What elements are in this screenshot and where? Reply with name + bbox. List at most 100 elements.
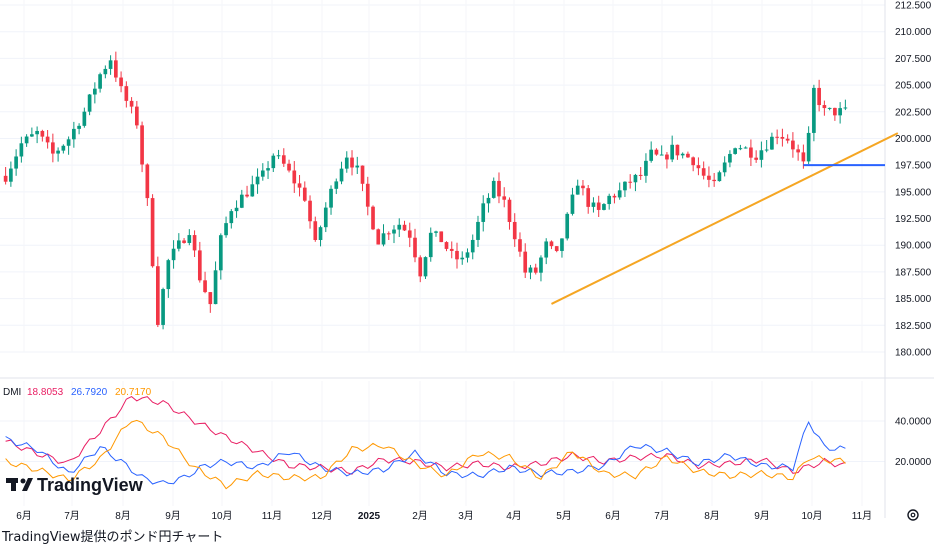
candle-body <box>775 136 779 138</box>
candle-body <box>72 128 76 140</box>
candle-body <box>544 241 549 258</box>
candle-body <box>93 88 97 95</box>
price-tick-label: 187.500 <box>895 267 932 278</box>
settings-icon[interactable] <box>907 509 919 521</box>
time-tick-label: 4月 <box>506 510 522 522</box>
candle-body <box>722 162 727 173</box>
candle-body <box>439 231 444 243</box>
candle-body <box>670 144 675 160</box>
dmi-adx-line <box>5 396 846 475</box>
time-tick-label: 12月 <box>311 510 332 522</box>
candle-body <box>229 211 234 224</box>
candle-body <box>680 153 685 156</box>
price-tick-label: 192.500 <box>895 214 932 225</box>
candle-body <box>292 170 297 184</box>
candle-body <box>833 107 837 116</box>
candle-body <box>623 181 627 191</box>
price-tick-label: 210.000 <box>895 27 932 38</box>
dmi-tick-label: 40.0000 <box>895 417 932 428</box>
time-axis[interactable]: 6月 7月 8月 9月 10月 11月 12月 2025 2月 3月 4月 5月 6月 7月 8月 9月 10月… <box>16 510 872 522</box>
candle-body <box>150 198 155 267</box>
time-tick-label: 8月 <box>704 510 720 522</box>
candle-body <box>770 136 774 150</box>
candle-body <box>24 136 29 144</box>
dmi-series <box>5 396 846 490</box>
dmi-minus-di-line <box>5 419 846 490</box>
candle-body <box>470 239 475 253</box>
price-axis[interactable]: 212.500 210.000 207.500 205.000 202.500 200.0… <box>895 1 932 359</box>
candle-body <box>549 241 554 247</box>
time-tick-label: 11月 <box>852 510 872 522</box>
candle-body <box>313 221 318 240</box>
dmi-value-plus-di: 26.7920 <box>71 387 108 398</box>
candle-body <box>512 221 517 240</box>
tradingview-logo-mark <box>6 478 33 491</box>
candle-body <box>575 185 580 195</box>
price-tick-label: 182.500 <box>895 321 932 332</box>
candle-body <box>533 267 538 273</box>
candle-body <box>749 147 753 158</box>
candle-body <box>124 86 129 101</box>
candle-body <box>481 203 486 222</box>
candle-body <box>98 74 102 89</box>
candlestick-series <box>3 51 848 330</box>
price-tick-label: 190.000 <box>895 241 932 252</box>
candle-body <box>386 233 391 235</box>
time-tick-label: 6月 <box>605 510 621 522</box>
candle-body <box>455 250 459 260</box>
candle-body <box>507 199 512 222</box>
candle-body <box>82 111 87 126</box>
candle-body <box>407 230 412 238</box>
candle-body <box>134 106 139 126</box>
price-tick-label: 207.500 <box>895 54 932 65</box>
candle-body <box>791 140 795 150</box>
candle-body <box>203 280 207 293</box>
candle-body <box>486 197 491 204</box>
time-tick-label: 10月 <box>211 510 232 522</box>
time-tick-label: 11月 <box>262 510 282 522</box>
price-tick-label: 205.000 <box>895 81 932 92</box>
candle-body <box>344 157 349 169</box>
candle-body <box>428 232 433 258</box>
candle-body <box>801 152 806 162</box>
candle-body <box>19 143 24 157</box>
candle-body <box>318 227 323 240</box>
tradingview-logo[interactable]: TradingView <box>6 475 144 495</box>
candle-body <box>423 257 428 277</box>
time-tick-label: 8月 <box>115 510 131 522</box>
candle-body <box>413 237 417 258</box>
candle-body <box>728 153 732 163</box>
candle-body <box>691 157 696 166</box>
candle-body <box>234 207 239 212</box>
candle-body <box>3 175 8 182</box>
drawing-tools <box>551 132 899 305</box>
candle-body <box>817 87 821 106</box>
candle-body <box>197 250 202 281</box>
candle-body <box>560 238 564 251</box>
dmi-legend[interactable]: DMI 18.8053 26.7920 20.7170 <box>3 387 152 398</box>
candle-body <box>649 149 654 161</box>
candle-body <box>523 251 528 273</box>
price-tick-label: 197.500 <box>895 161 932 172</box>
support-trendline[interactable] <box>551 132 899 305</box>
candle-body <box>355 165 360 168</box>
price-tick-label: 185.000 <box>895 294 932 305</box>
candle-body <box>518 239 522 252</box>
candle-body <box>187 235 192 243</box>
candle-body <box>103 68 108 75</box>
candle-body <box>812 87 816 133</box>
candle-body <box>51 142 55 154</box>
candle-body <box>460 257 465 260</box>
chart-caption: TradingView提供のポンド円チャート <box>2 530 224 545</box>
candle-body <box>696 165 701 169</box>
dmi-axis[interactable]: 40.0000 20.0000 <box>895 417 932 469</box>
dmi-value-minus-di: 20.7170 <box>115 387 152 398</box>
price-tick-label: 202.500 <box>895 107 932 118</box>
candle-body <box>402 224 407 231</box>
candle-body <box>570 194 575 214</box>
candle-body <box>376 229 381 245</box>
candle-body <box>659 154 664 156</box>
candle-body <box>554 246 559 251</box>
candle-body <box>350 157 354 168</box>
